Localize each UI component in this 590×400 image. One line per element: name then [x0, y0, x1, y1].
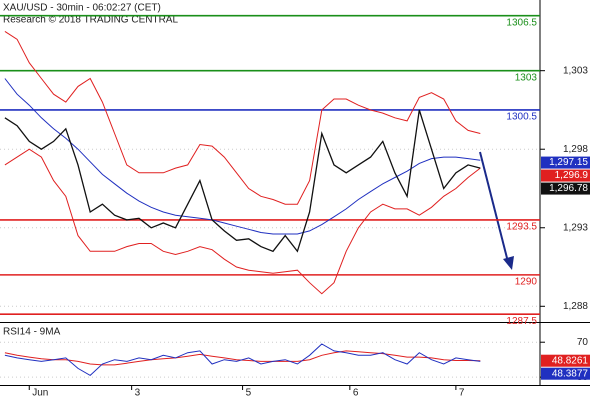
price-label-box: [541, 182, 590, 195]
y-tick-label: 1,303: [563, 65, 588, 76]
price-label-box: [541, 156, 590, 169]
rsi-title: RSI14 - 9MA: [3, 327, 61, 338]
series-line: [4, 343, 481, 377]
y-tick-label: 1,298: [563, 144, 588, 155]
x-tick-label: 3: [135, 388, 141, 399]
level-label: 1303: [515, 72, 538, 83]
projection-arrowhead: [503, 256, 514, 270]
price-label: 1,296.78: [549, 183, 588, 194]
price-label-box: [541, 354, 590, 367]
x-tick-label: 5: [246, 388, 252, 399]
series-line: [4, 78, 481, 235]
level-label: 1306.5: [506, 17, 537, 28]
price-label: 48.3877: [552, 368, 589, 379]
y-tick-label: 1,293: [563, 222, 588, 233]
x-tick-label: Jun: [32, 388, 48, 399]
level-label: 1290: [515, 277, 538, 288]
level-label: 1293.5: [506, 222, 537, 233]
chart-subtitle: Research © 2018 TRADING CENTRAL: [3, 15, 178, 26]
projection-arrow: [479, 151, 509, 263]
series-line: [4, 109, 481, 253]
price-label-box: [541, 169, 590, 182]
level-label: 1300.5: [506, 112, 537, 123]
series-line: [4, 148, 481, 295]
price-label: 48.8261: [552, 355, 589, 366]
price-label: 1,296.9: [555, 170, 589, 181]
series-line: [4, 30, 481, 205]
chart-title: XAU/USD - 30min - 06:02:27 (CET): [3, 3, 161, 14]
price-label-box: [541, 367, 590, 380]
x-tick-label: 6: [353, 388, 359, 399]
y-tick-label: 1,288: [563, 301, 588, 312]
level-label: 1287.5: [506, 316, 537, 327]
y-tick-label: 70: [577, 337, 589, 348]
x-tick-label: 7: [459, 388, 465, 399]
price-label: 1,297.15: [549, 157, 588, 168]
